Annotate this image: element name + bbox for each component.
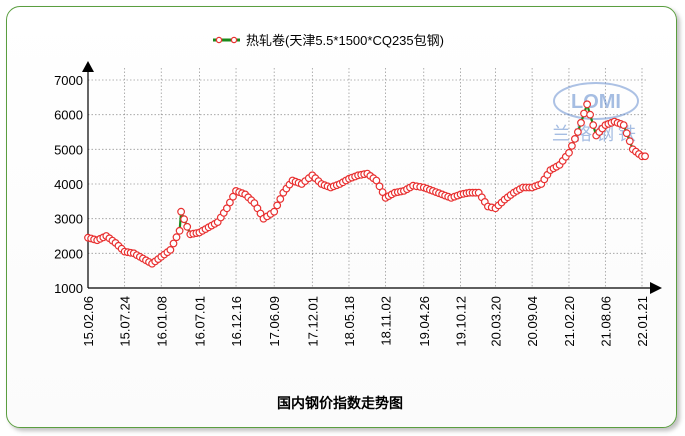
data-point xyxy=(273,201,282,210)
chart-title: 国内钢价指数走势图 xyxy=(277,395,403,411)
data-point xyxy=(175,226,184,235)
y-tick-label: 1000 xyxy=(54,281,83,296)
y-tick-label: 5000 xyxy=(54,142,83,157)
series-热轧卷 xyxy=(84,100,649,268)
data-point xyxy=(565,148,573,157)
x-tick-label: 19.04.26 xyxy=(417,296,432,347)
data-point xyxy=(378,188,387,197)
data-point xyxy=(177,207,186,216)
x-tick-label: 20.09.04 xyxy=(525,296,540,347)
data-point xyxy=(183,222,192,231)
x-tick-label: 16.12.16 xyxy=(229,296,244,347)
x-tick-label: 16.01.08 xyxy=(154,296,169,347)
legend: 热轧卷(天津5.5*1500*CQ235包钢) xyxy=(213,33,444,48)
legend-marker-right xyxy=(230,36,238,44)
data-point xyxy=(375,182,384,191)
data-point xyxy=(571,134,579,143)
y-tick-label: 6000 xyxy=(54,108,83,123)
x-tick-label: 22.01.21 xyxy=(635,296,650,347)
x-tick-label: 16.07.01 xyxy=(192,296,207,347)
x-tick-label: 19.10.12 xyxy=(454,296,469,347)
chart-frame xyxy=(6,6,677,428)
x-tick-label: 18.11.02 xyxy=(379,296,394,346)
data-point xyxy=(222,204,231,213)
x-axis-tick-labels: 15.02.06 15.07.24 16.01.08 16.07.01 16.12.16… xyxy=(81,296,650,347)
data-point xyxy=(172,233,181,242)
watermark-logo-text: LOMI xyxy=(571,91,621,113)
data-point xyxy=(622,129,631,138)
x-tick-label: 18.05.18 xyxy=(342,296,357,347)
x-axis-arrow xyxy=(650,282,662,294)
data-point xyxy=(574,128,582,136)
data-point xyxy=(625,137,634,146)
data-point xyxy=(276,195,285,203)
x-tick-label: 21.08.06 xyxy=(598,296,613,347)
data-point xyxy=(166,245,175,254)
x-tick-label: 15.07.24 xyxy=(118,296,133,347)
x-tick-label: 21.02.20 xyxy=(562,296,577,347)
data-point xyxy=(169,239,178,248)
data-point xyxy=(577,118,585,127)
y-axis-tick-labels: 1000 2000 3000 4000 5000 6000 7000 xyxy=(54,73,83,296)
x-tick-label: 17.06.09 xyxy=(267,296,282,347)
y-tick-label: 4000 xyxy=(54,177,83,192)
y-tick-label: 2000 xyxy=(54,246,83,261)
axes xyxy=(82,61,662,294)
data-point xyxy=(229,192,237,201)
data-point xyxy=(225,198,234,207)
data-point xyxy=(580,109,588,118)
y-tick-label: 7000 xyxy=(54,73,83,88)
data-point xyxy=(568,141,576,150)
data-point xyxy=(372,176,381,185)
data-point xyxy=(583,100,591,109)
data-point xyxy=(641,152,649,161)
x-tick-label: 15.02.06 xyxy=(81,296,96,347)
y-tick-label: 3000 xyxy=(54,212,83,227)
legend-marker-left xyxy=(215,36,223,44)
data-point xyxy=(589,121,598,129)
data-point xyxy=(586,110,594,119)
data-point xyxy=(270,207,279,216)
data-point xyxy=(619,121,628,129)
watermark-globe xyxy=(553,82,639,120)
data-point xyxy=(180,215,189,224)
legend-label: 热轧卷(天津5.5*1500*CQ235包钢) xyxy=(246,33,444,48)
x-tick-label: 17.12.01 xyxy=(305,296,320,347)
y-axis-arrow xyxy=(82,61,94,72)
x-tick-label: 20.03.20 xyxy=(488,296,503,347)
